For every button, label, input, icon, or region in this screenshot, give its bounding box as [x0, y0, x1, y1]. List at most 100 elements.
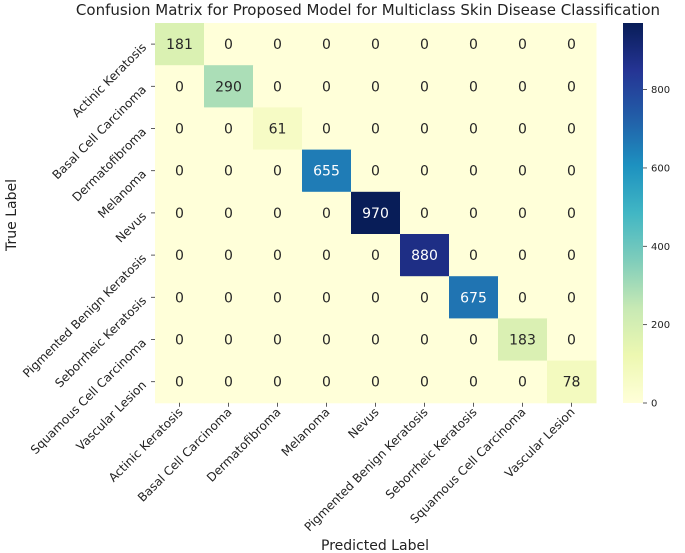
- cell-value-label: 0: [273, 375, 282, 391]
- cell-value-label: 0: [420, 164, 429, 180]
- heatmap-cell: [302, 191, 352, 235]
- heatmap-cell: [498, 23, 548, 66]
- cell-value-label: 0: [224, 206, 233, 222]
- heatmap-cell: [498, 234, 548, 277]
- cell-value-label: 0: [469, 206, 478, 222]
- x-tick-label: Basal Cell Carcinoma: [135, 405, 235, 505]
- heatmap-cell: [351, 23, 401, 66]
- heatmap-cell: [449, 149, 499, 193]
- cell-value-label: 0: [567, 290, 576, 306]
- heatmap-cell: [498, 149, 548, 193]
- heatmap-cell: [155, 23, 205, 66]
- cell-value-label: 0: [567, 248, 576, 264]
- cell-value-label: 61: [269, 122, 287, 138]
- cell-value-label: 0: [175, 290, 184, 306]
- heatmap-cell: [302, 318, 352, 362]
- heatmap-cell: [351, 149, 401, 193]
- heatmap-cell: [498, 276, 548, 319]
- heatmap-cell: [547, 107, 597, 151]
- cell-value-label: 0: [273, 37, 282, 53]
- y-tick-label: Dermatofibroma: [69, 125, 149, 205]
- heatmap-cell: [449, 191, 499, 235]
- heatmap-cell: [400, 360, 450, 404]
- heatmap-cell: [400, 318, 450, 362]
- heatmap-cell: [498, 360, 548, 404]
- heatmap-cell: [253, 191, 303, 235]
- cell-value-label: 0: [273, 206, 282, 222]
- cell-value-label: 0: [469, 164, 478, 180]
- cell-value-label: 0: [322, 290, 331, 306]
- heatmap-cell: [449, 23, 499, 66]
- heatmap-cell: [253, 234, 303, 277]
- cell-value-label: 0: [371, 122, 380, 138]
- colorbar-tick-label: 0: [651, 399, 657, 410]
- heatmap-cell: [351, 234, 401, 277]
- y-tick-label: Nevus: [113, 209, 149, 245]
- heatmap-cell: [204, 149, 254, 193]
- heatmap-cell: [204, 234, 254, 277]
- heatmap-cell: [155, 360, 205, 404]
- cell-value-label: 0: [322, 206, 331, 222]
- cell-value-label: 0: [273, 164, 282, 180]
- heatmap-cell: [302, 360, 352, 404]
- heatmap-cell: [204, 360, 254, 404]
- heatmap-cell: [253, 107, 303, 151]
- heatmap-cell: [155, 276, 205, 319]
- colorbar: 0 200 400 600 800: [623, 23, 670, 410]
- cell-value-label: 0: [567, 79, 576, 95]
- heatmap-cell: [449, 107, 499, 151]
- heatmap-cell: [351, 360, 401, 404]
- cell-value-label: 655: [313, 164, 340, 180]
- heatmap-cell: [547, 191, 597, 235]
- cell-value-label: 0: [567, 164, 576, 180]
- heatmap-cell: [155, 318, 205, 362]
- cell-value-label: 0: [322, 122, 331, 138]
- cell-value-label: 0: [518, 375, 527, 391]
- cell-value-label: 0: [371, 248, 380, 264]
- cell-value-label: 0: [273, 333, 282, 349]
- heatmap-cell: [351, 276, 401, 319]
- cell-value-label: 0: [224, 122, 233, 138]
- heatmap-cell: [351, 107, 401, 151]
- cell-value-label: 0: [371, 164, 380, 180]
- heatmap-cell: [253, 23, 303, 66]
- cell-value-label: 675: [460, 290, 487, 306]
- cell-value-label: 0: [469, 122, 478, 138]
- cell-value-label: 0: [371, 333, 380, 349]
- cell-value-label: 0: [518, 248, 527, 264]
- cell-value-label: 0: [322, 79, 331, 95]
- cell-value-label: 181: [166, 37, 193, 53]
- heatmap-cell: [204, 191, 254, 235]
- colorbar-tick-label: 800: [651, 85, 670, 96]
- cell-value-label: 970: [362, 206, 389, 222]
- cell-value-label: 0: [175, 375, 184, 391]
- x-tick-label: Melanoma: [279, 405, 333, 459]
- cell-value-label: 0: [420, 206, 429, 222]
- cell-value-label: 0: [175, 206, 184, 222]
- heatmap-cell: [400, 234, 450, 277]
- heatmap-cell: [204, 318, 254, 362]
- heatmap-cell: [547, 318, 597, 362]
- heatmap-cell: [498, 318, 548, 362]
- cell-value-label: 290: [215, 79, 242, 95]
- colorbar-tick-label: 400: [651, 242, 670, 253]
- cell-value-label: 0: [518, 79, 527, 95]
- heatmap-cell: [498, 65, 548, 108]
- cell-value-label: 0: [322, 37, 331, 53]
- cell-value-label: 0: [371, 79, 380, 95]
- heatmap-cell: [351, 191, 401, 235]
- cell-value-label: 0: [567, 37, 576, 53]
- cell-value-label: 0: [371, 375, 380, 391]
- y-tick-label: Actinic Keratosis: [69, 40, 149, 120]
- cell-value-label: 0: [518, 164, 527, 180]
- heatmap-cell: [449, 360, 499, 404]
- heatmap-cell: [253, 318, 303, 362]
- cell-value-label: 0: [175, 248, 184, 264]
- heatmap-cell: [302, 107, 352, 151]
- heatmap-cell: [302, 65, 352, 108]
- heatmap-cell: [155, 107, 205, 151]
- heatmap-cell: [547, 65, 597, 108]
- heatmap-cell: [351, 65, 401, 108]
